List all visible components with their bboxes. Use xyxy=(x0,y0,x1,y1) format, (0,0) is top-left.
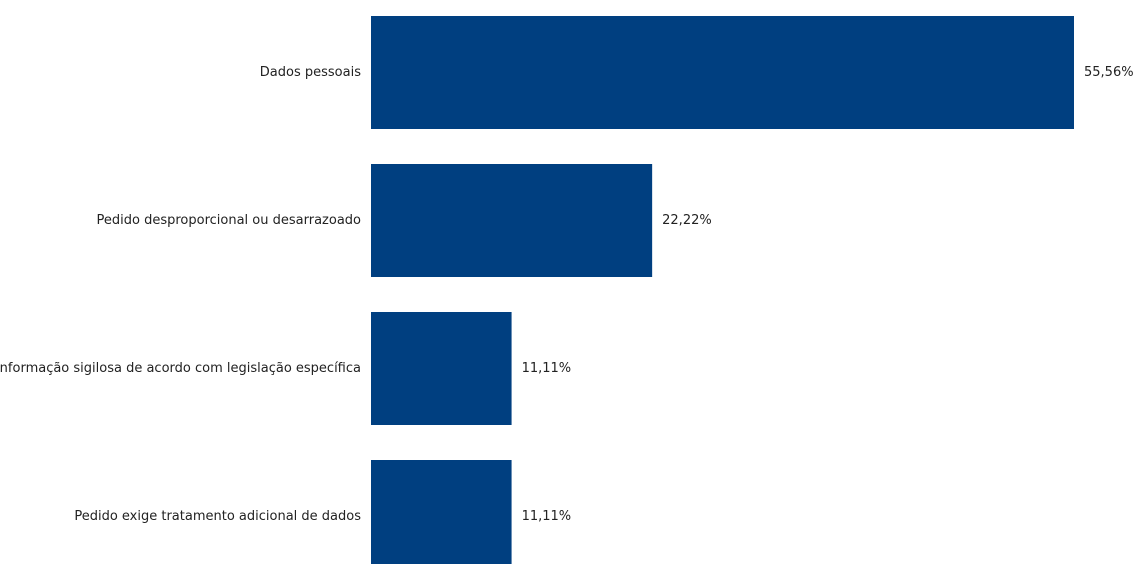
category-label-0: Dados pessoais xyxy=(260,65,361,80)
bars-layer xyxy=(371,16,1074,564)
category-label-3: Pedido exige tratamento adicional de dad… xyxy=(74,509,361,524)
data-label-0: 55,56% xyxy=(1084,65,1134,80)
bar-0 xyxy=(371,16,1074,129)
bar-1 xyxy=(371,164,653,277)
bar-2 xyxy=(371,312,512,425)
data-label-1: 22,22% xyxy=(662,213,712,228)
category-label-2: Informação sigilosa de acordo com legisl… xyxy=(0,361,361,376)
data-label-3: 11,11% xyxy=(522,509,572,524)
category-label-1: Pedido desproporcional ou desarrazoado xyxy=(97,213,362,228)
bar-3 xyxy=(371,460,512,564)
data-label-2: 11,11% xyxy=(522,361,572,376)
value-labels-layer: 55,56% 22,22% 11,11% 11,11% xyxy=(522,65,1134,524)
category-labels-layer: Dados pessoais Pedido desproporcional ou … xyxy=(0,65,361,524)
